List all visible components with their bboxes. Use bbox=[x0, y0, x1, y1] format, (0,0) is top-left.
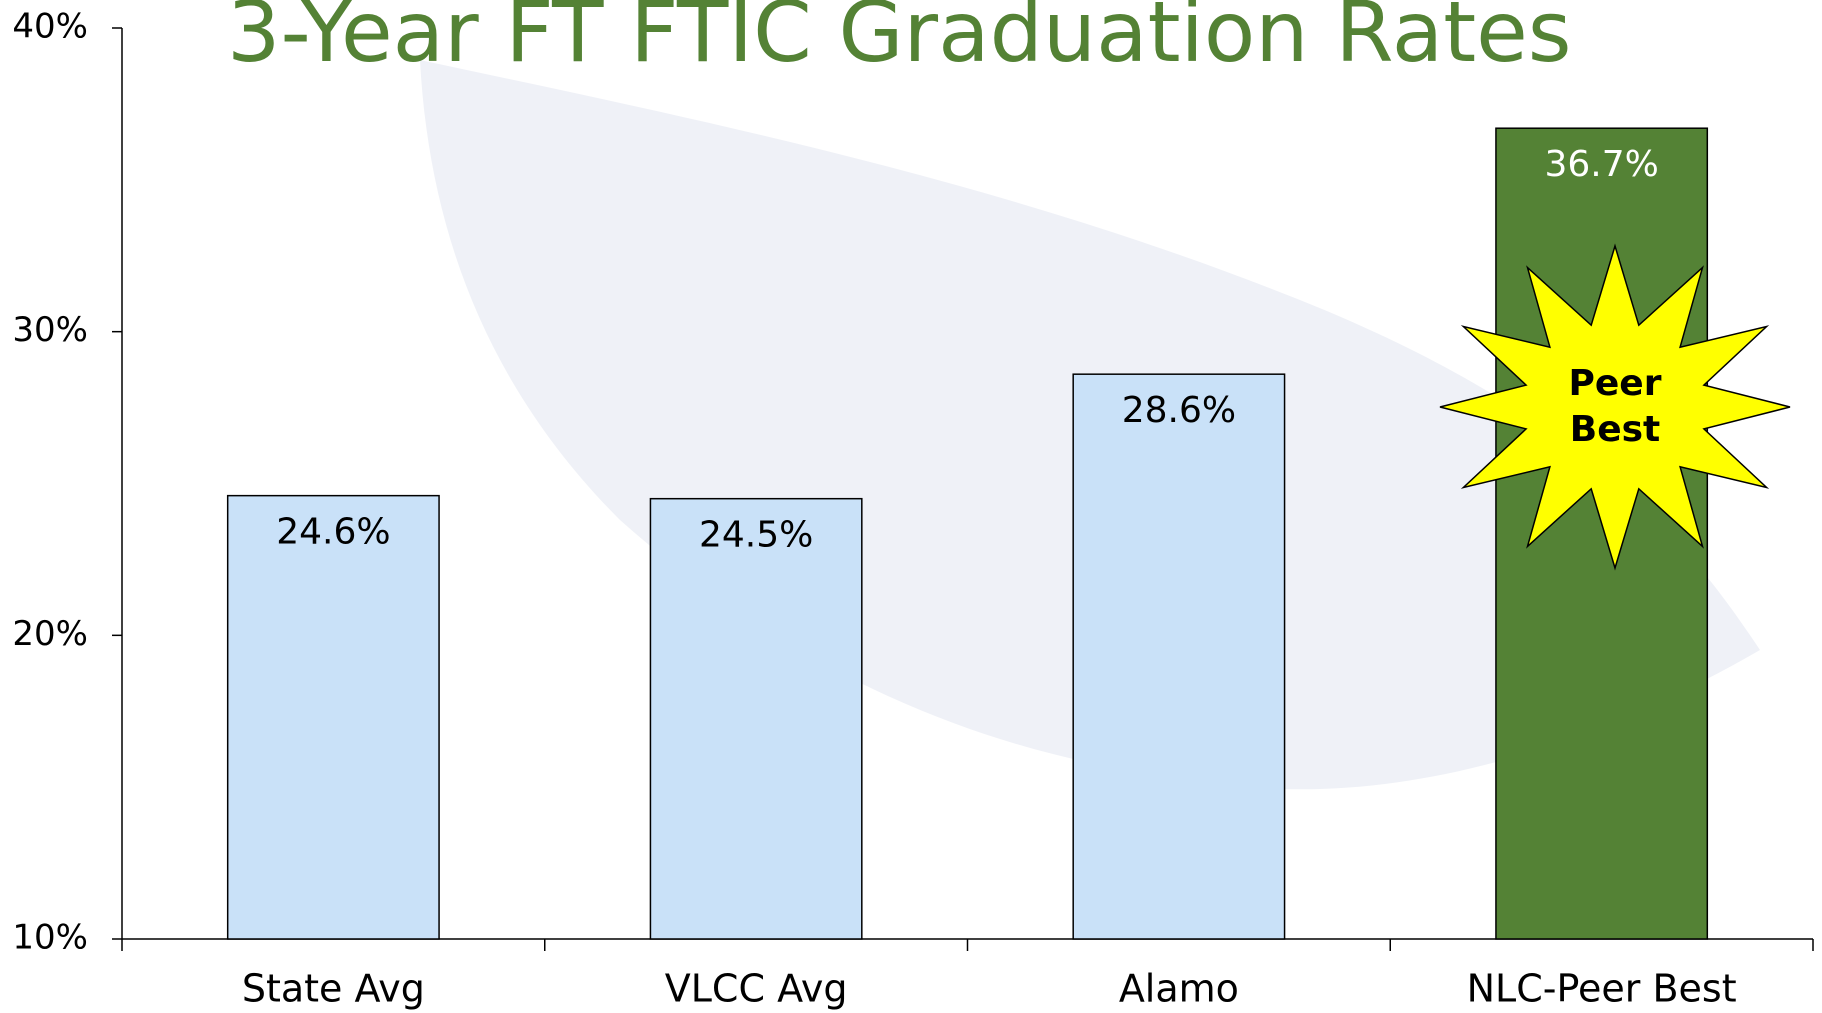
x-tick-label: VLCC Avg bbox=[665, 967, 848, 1011]
value-label: 24.6% bbox=[276, 512, 390, 553]
y-tick-label: 40% bbox=[12, 7, 88, 47]
page: 3-Year FT FTIC Graduation Rates 10% 20% 30… bbox=[0, 0, 1822, 1013]
y-tick-label: 30% bbox=[12, 310, 88, 350]
bar bbox=[650, 499, 861, 939]
value-label: 36.7% bbox=[1544, 144, 1658, 185]
x-tick-label: State Avg bbox=[242, 967, 425, 1011]
bar bbox=[1496, 128, 1707, 939]
x-tick-label: Alamo bbox=[1119, 967, 1239, 1011]
bar bbox=[228, 496, 439, 939]
value-label: 28.6% bbox=[1122, 390, 1236, 431]
chart: 3-Year FT FTIC Graduation Rates 10% 20% 30… bbox=[0, 0, 1822, 1013]
value-label: 24.5% bbox=[699, 515, 813, 556]
x-tick-label: NLC-Peer Best bbox=[1467, 967, 1737, 1011]
annotation: Peer Best bbox=[1555, 361, 1675, 453]
bar bbox=[1073, 374, 1284, 939]
chart-title: 3-Year FT FTIC Graduation Rates bbox=[227, 0, 1572, 81]
y-tick-label: 20% bbox=[12, 614, 88, 654]
y-tick-label: 10% bbox=[12, 918, 88, 958]
